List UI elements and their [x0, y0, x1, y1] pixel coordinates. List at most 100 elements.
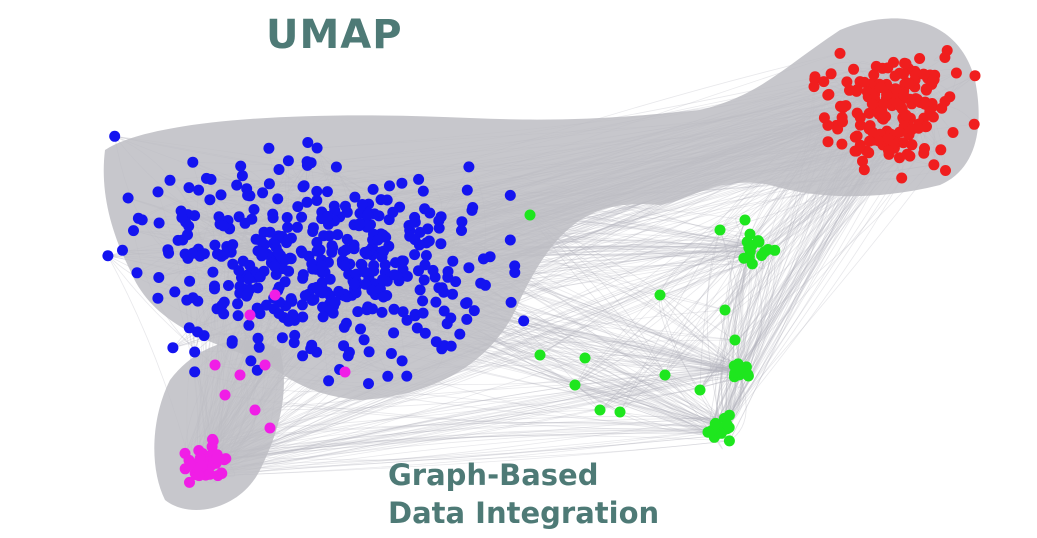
node-blue [213, 211, 225, 223]
node-blue [339, 260, 351, 272]
node-red [919, 143, 930, 154]
graph-edge [203, 375, 749, 472]
graph-edge [619, 250, 776, 413]
node-green [702, 426, 714, 438]
node-red [841, 76, 853, 88]
node-blue [301, 196, 313, 208]
subtitle-line-1: Graph-Based [388, 458, 599, 492]
node-blue [311, 142, 323, 154]
graph-edge [584, 355, 749, 377]
node-green [762, 244, 774, 255]
node-blue [509, 260, 521, 272]
node-blue [379, 259, 391, 271]
graph-edge [574, 384, 715, 438]
node-magenta [339, 366, 351, 378]
node-red [837, 100, 848, 112]
graph-edge [724, 256, 752, 419]
node-blue [396, 177, 408, 189]
node-blue [358, 266, 370, 278]
node-green [709, 418, 721, 430]
node-blue [468, 305, 480, 317]
node-blue [301, 156, 313, 168]
node-blue [243, 273, 255, 285]
node-blue [413, 173, 425, 185]
graph-edge [214, 364, 725, 428]
node-blue [447, 255, 459, 267]
node-green [659, 369, 671, 381]
node-red [950, 67, 962, 79]
node-green [694, 384, 706, 396]
node-blue [251, 364, 263, 376]
node-blue [401, 314, 413, 326]
graph-edge [224, 394, 725, 424]
node-blue [311, 195, 323, 206]
node-blue [176, 212, 188, 224]
node-blue [231, 179, 243, 191]
graph-edge [212, 432, 722, 454]
node-blue [435, 238, 447, 250]
node-red [896, 172, 908, 184]
node-blue [311, 236, 323, 248]
graph-edge [619, 411, 725, 420]
node-blue [384, 180, 395, 192]
node-blue [307, 263, 319, 275]
node-blue [461, 297, 473, 309]
graph-edge [729, 372, 747, 442]
graph-edge [539, 354, 742, 373]
graph-edge [190, 435, 716, 466]
node-blue [218, 220, 229, 232]
node-blue [354, 218, 366, 230]
node-magenta [264, 422, 276, 434]
node-blue [183, 220, 195, 232]
node-blue [404, 230, 416, 242]
node-blue [362, 209, 374, 221]
node-red [848, 63, 860, 75]
node-red [851, 130, 863, 142]
node-blue [117, 244, 128, 256]
node-blue [132, 212, 144, 224]
node-red [906, 139, 918, 151]
node-green [579, 352, 591, 364]
graph-edge [721, 250, 776, 432]
node-red [883, 145, 894, 157]
node-blue [308, 294, 320, 306]
graph-edge [539, 354, 740, 376]
node-blue [184, 275, 196, 287]
node-blue [388, 269, 400, 281]
node-blue [409, 211, 421, 223]
node-blue [504, 234, 516, 246]
graph-edge [191, 428, 723, 465]
node-blue [427, 264, 439, 276]
node-blue [414, 284, 426, 296]
node-red [808, 81, 820, 93]
node-blue [333, 285, 345, 297]
graph-edge [514, 272, 725, 419]
graph-edge [715, 249, 751, 424]
node-blue [467, 202, 479, 213]
node-blue [257, 247, 269, 259]
graph-edge [203, 257, 745, 472]
node-blue [361, 248, 372, 260]
node-blue [285, 293, 297, 305]
node-blue [323, 375, 335, 387]
node-red [836, 138, 848, 150]
node-blue [463, 262, 475, 274]
node-blue [299, 290, 311, 302]
node-blue [456, 225, 467, 236]
graph-edge [221, 435, 716, 474]
graph-edge [728, 251, 751, 428]
node-red [858, 164, 870, 176]
graph-edge [659, 219, 746, 296]
node-blue [234, 281, 246, 292]
graph-edge [741, 250, 776, 369]
node-blue [442, 266, 454, 277]
node-blue [272, 193, 284, 205]
node-red [928, 159, 940, 171]
graph-edge [199, 363, 739, 474]
graph-nodes [102, 45, 981, 488]
node-blue [187, 156, 199, 168]
node-red [913, 122, 925, 134]
node-blue [366, 303, 378, 315]
graph-edge [719, 229, 735, 416]
node-blue [348, 243, 360, 255]
